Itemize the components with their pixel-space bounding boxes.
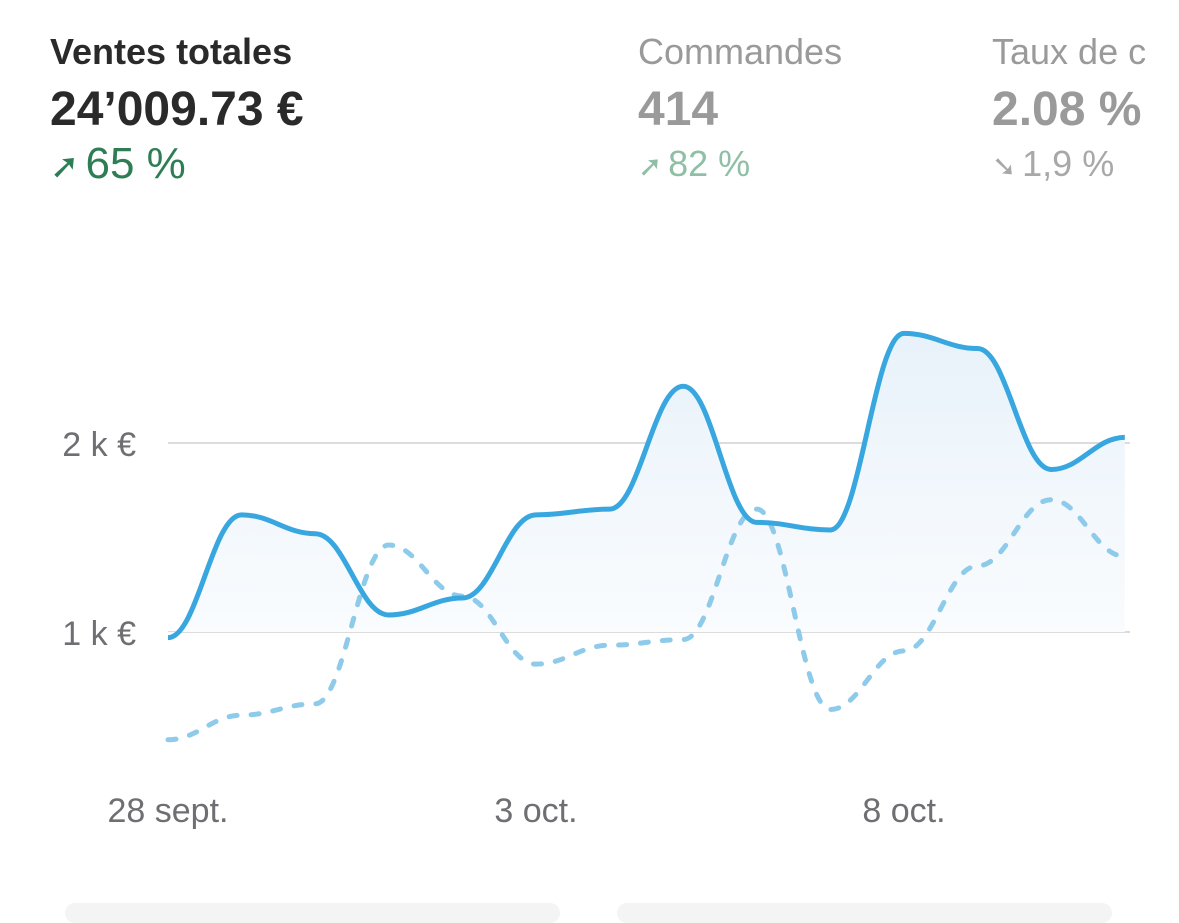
current-series-area: [168, 333, 1125, 637]
x-tick-label: 8 oct.: [862, 792, 945, 830]
y-tick-label: 1 k €: [62, 615, 136, 653]
y-tick-label: 2 k €: [62, 426, 136, 464]
x-tick-label: 28 sept.: [108, 792, 229, 830]
x-tick-label: 3 oct.: [494, 792, 577, 830]
card[interactable]: [65, 903, 560, 923]
card[interactable]: [617, 903, 1112, 923]
